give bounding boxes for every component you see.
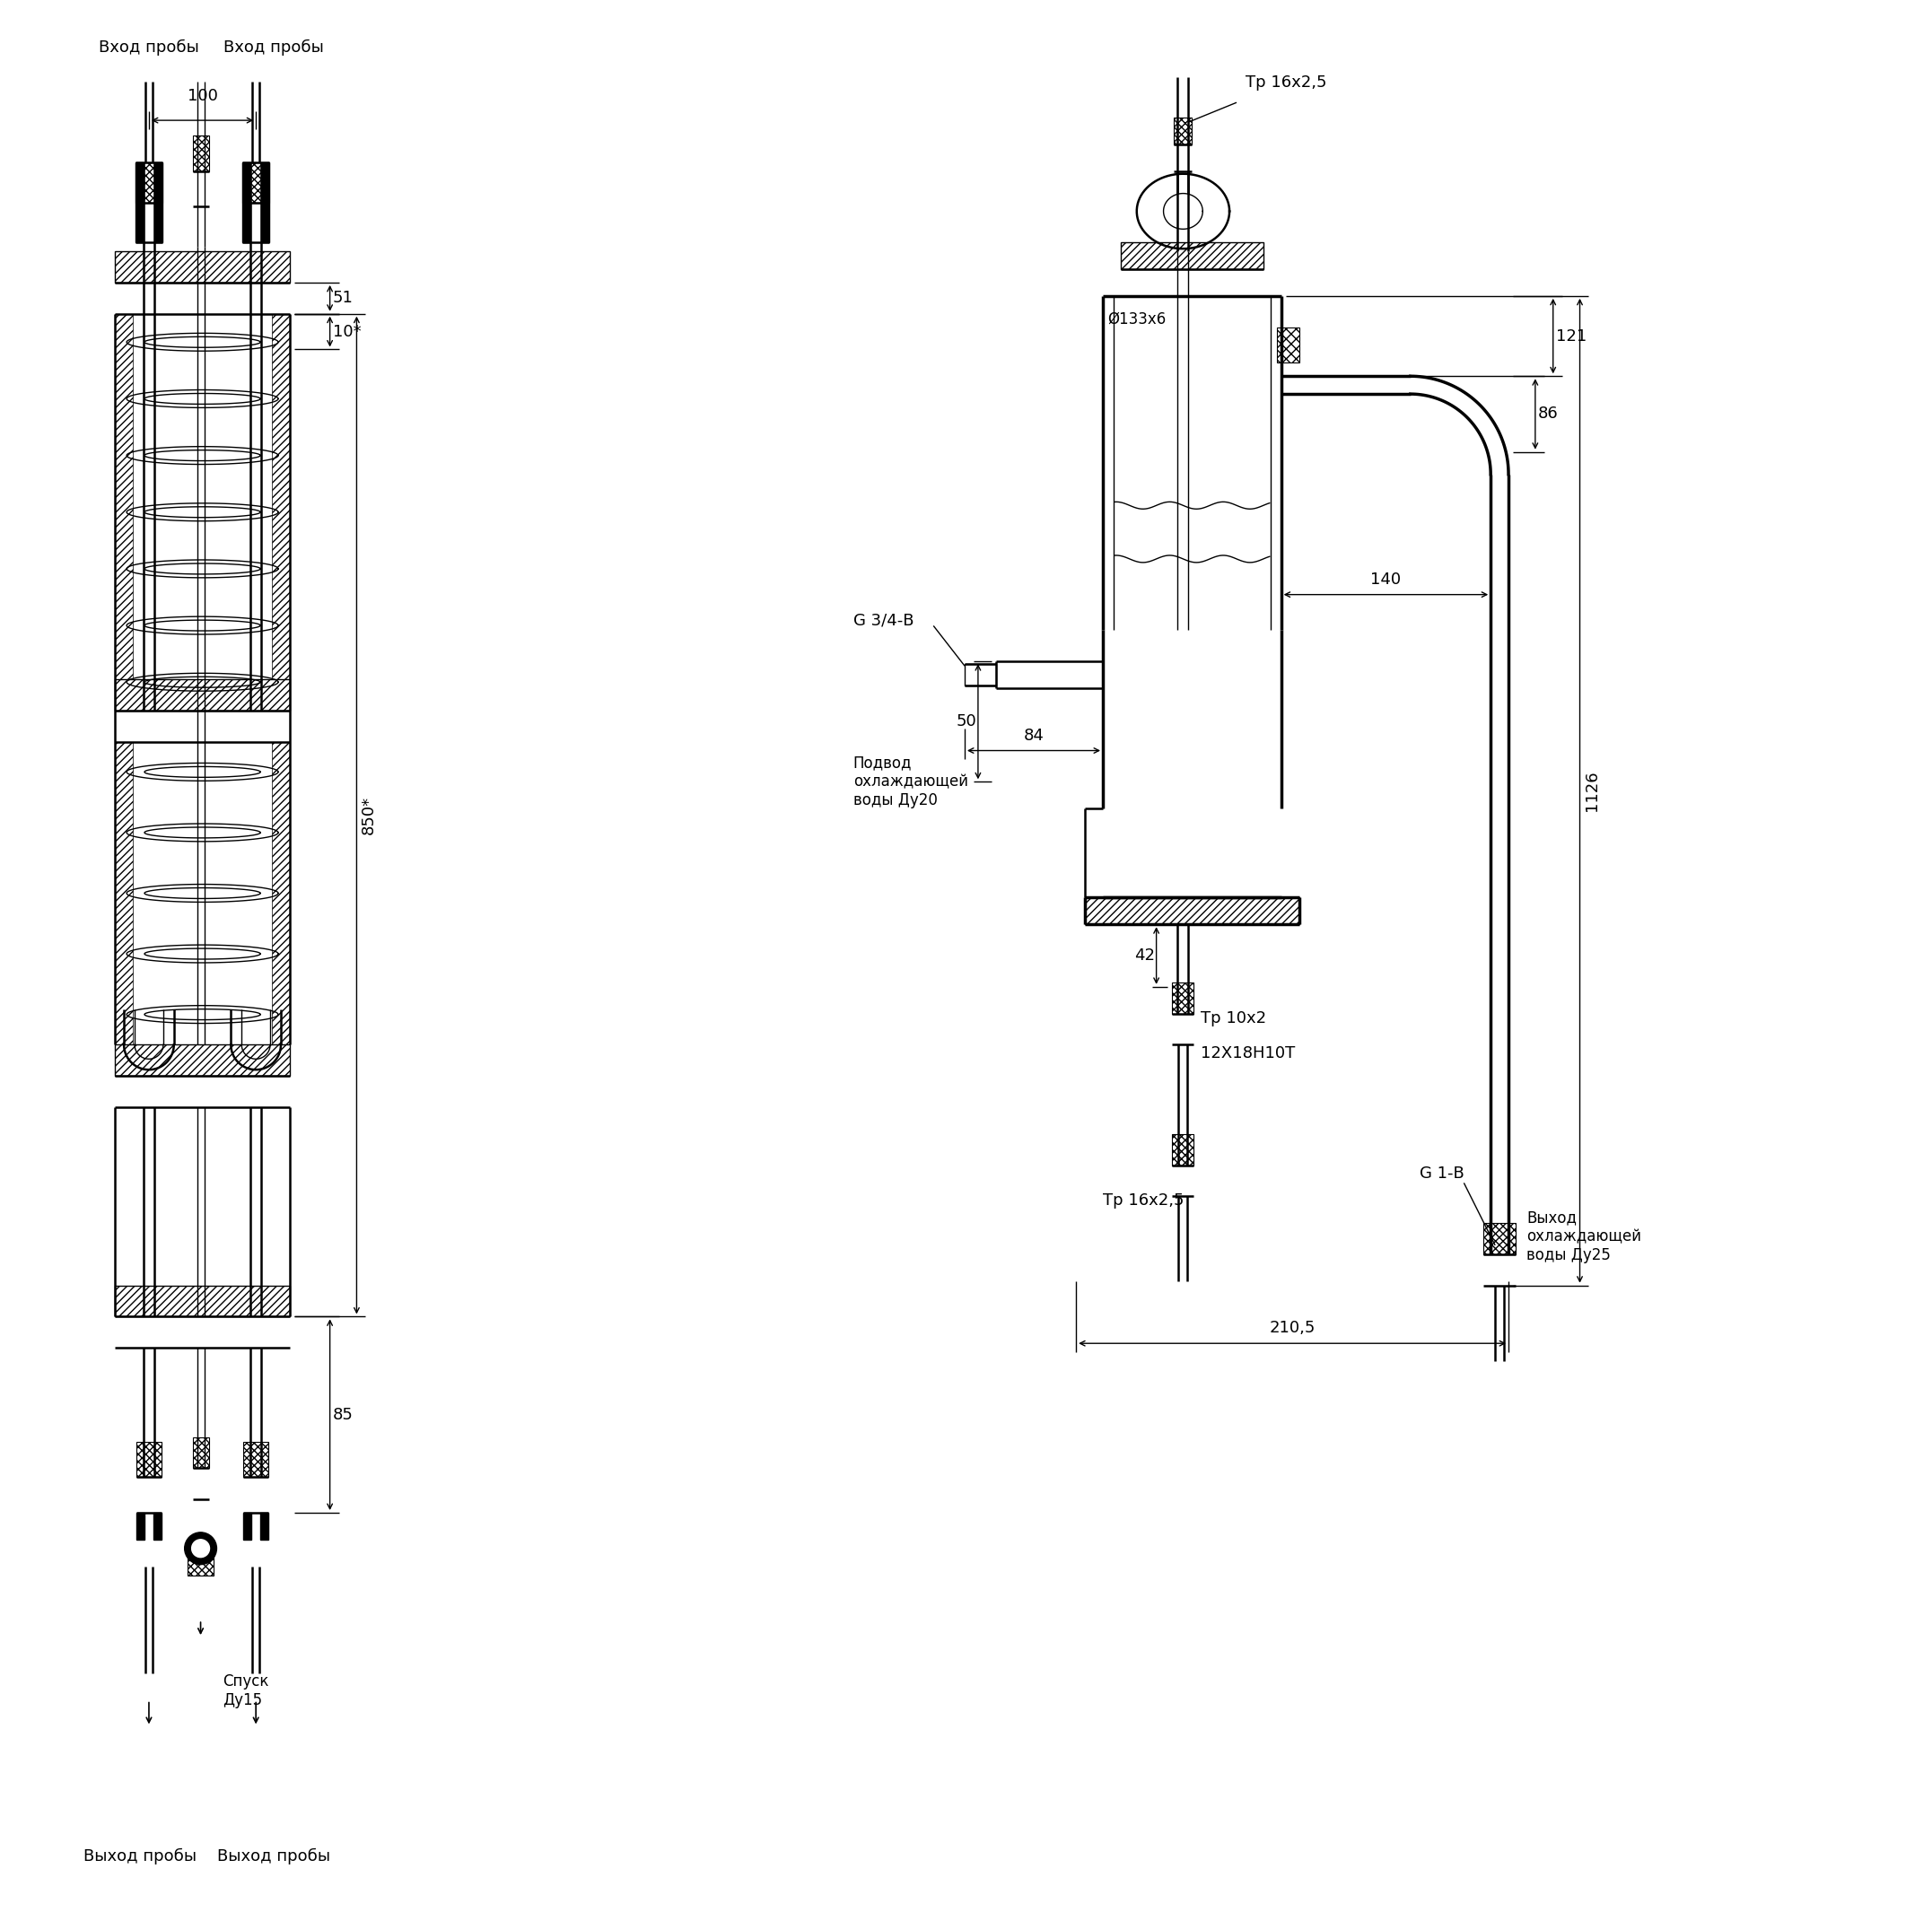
- Bar: [1484, 1224, 1515, 1254]
- Text: Тр 16х2,5: Тр 16х2,5: [1246, 75, 1327, 90]
- Text: 1126: 1126: [1584, 770, 1600, 811]
- Text: Подвод
охлаждающей
воды Ду20: Подвод охлаждающей воды Ду20: [854, 755, 968, 809]
- Bar: [193, 136, 209, 171]
- Bar: [116, 313, 133, 711]
- Bar: [1175, 117, 1192, 144]
- Text: Выход
охлаждающей
воды Ду25: Выход охлаждающей воды Ду25: [1526, 1210, 1640, 1264]
- Text: 85: 85: [332, 1406, 354, 1423]
- Bar: [153, 1512, 162, 1539]
- Circle shape: [185, 1533, 216, 1564]
- Bar: [116, 1045, 290, 1076]
- Bar: [116, 252, 290, 282]
- Text: 850*: 850*: [359, 795, 377, 834]
- Text: 84: 84: [1024, 728, 1043, 743]
- Bar: [135, 161, 162, 202]
- Text: Вход пробы: Вход пробы: [99, 38, 199, 56]
- Text: Выход пробы: Выход пробы: [216, 1848, 330, 1865]
- Text: Выход пробы: Выход пробы: [83, 1848, 197, 1865]
- Bar: [116, 742, 133, 1045]
- Text: 10*: 10*: [332, 323, 361, 340]
- Bar: [1086, 897, 1298, 924]
- Text: Тр 10х2: Тр 10х2: [1202, 1010, 1267, 1026]
- Bar: [243, 1512, 251, 1539]
- Bar: [155, 161, 162, 242]
- Text: 12Х18Н10Т: 12Х18Н10Т: [1202, 1045, 1294, 1062]
- Text: G 1-В: G 1-В: [1420, 1166, 1464, 1181]
- Text: 140: 140: [1370, 571, 1401, 588]
- Bar: [272, 313, 290, 711]
- Text: 100: 100: [187, 88, 218, 104]
- Text: Спуск
Ду15: Спуск Ду15: [222, 1673, 269, 1708]
- Bar: [243, 161, 269, 202]
- Bar: [964, 665, 995, 686]
- Bar: [1173, 982, 1194, 1014]
- Bar: [116, 680, 290, 711]
- Text: Вход пробы: Вход пробы: [224, 38, 325, 56]
- Text: Ø133х6: Ø133х6: [1107, 311, 1165, 327]
- Bar: [1277, 327, 1298, 363]
- Text: 210,5: 210,5: [1269, 1320, 1316, 1337]
- Bar: [193, 1437, 209, 1468]
- Text: Тр 16х2,5: Тр 16х2,5: [1103, 1193, 1184, 1208]
- Bar: [137, 1441, 162, 1477]
- Text: 42: 42: [1134, 947, 1155, 964]
- Bar: [116, 1285, 290, 1316]
- Text: 51: 51: [332, 290, 354, 305]
- Bar: [243, 1441, 269, 1477]
- Bar: [1121, 242, 1264, 269]
- Circle shape: [191, 1539, 209, 1558]
- Bar: [137, 1512, 145, 1539]
- Bar: [243, 161, 251, 242]
- Bar: [187, 1539, 214, 1575]
- Bar: [261, 1512, 269, 1539]
- Text: 50: 50: [956, 713, 976, 730]
- Bar: [135, 161, 143, 242]
- Text: 86: 86: [1538, 405, 1559, 423]
- Text: G 3/4-В: G 3/4-В: [854, 613, 914, 628]
- Bar: [272, 742, 290, 1045]
- Bar: [1173, 1133, 1194, 1164]
- Bar: [261, 161, 269, 242]
- Text: 121: 121: [1555, 328, 1586, 344]
